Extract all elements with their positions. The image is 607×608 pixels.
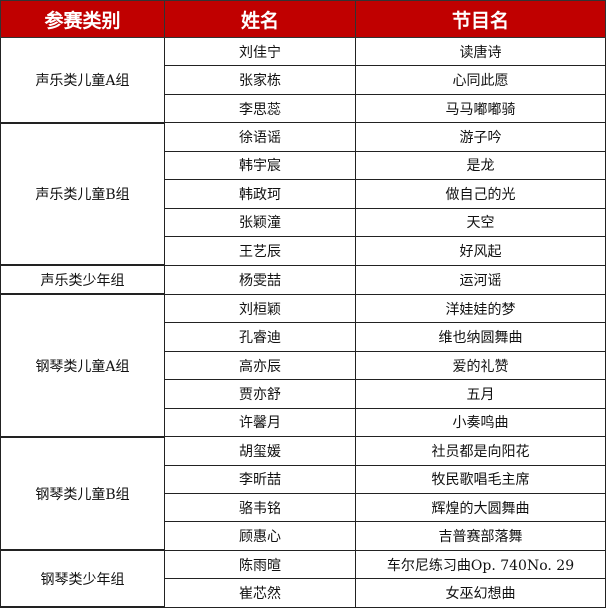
name-cell: 王艺辰 [164, 236, 356, 266]
table-row: 张颖潼 天空 [1, 207, 606, 238]
program-cell: 心同此愿 [355, 65, 606, 95]
name-cell: 张颖潼 [164, 207, 356, 238]
table-row: 声乐类儿童B组 徐语谣 游子吟 [0, 122, 606, 267]
program-cell: 读唐诗 [355, 36, 606, 67]
name-cell: 陈雨暄 [164, 549, 356, 580]
table-row: 声乐类少年组 杨雯喆 运河谣 [0, 264, 606, 296]
name-cell: 许馨月 [164, 407, 356, 438]
table-row: 顾惠心 吉普赛部落舞 [1, 521, 606, 551]
name-cell: 顾惠心 [164, 521, 356, 551]
name-cell: 高亦辰 [164, 350, 356, 381]
program-cell: 牧民歌唱毛主席 [355, 464, 606, 495]
category-cell: 声乐类儿童B组 [0, 122, 165, 267]
table-row: 声乐类儿童A组 刘佳宁 读唐诗 [0, 36, 606, 124]
category-cell: 钢琴类少年组 [0, 549, 165, 608]
category-cell: 声乐类儿童A组 [0, 36, 165, 124]
header-row: 参赛类别 姓名 节目名 [0, 0, 606, 38]
name-cell: 张家栋 [164, 65, 356, 95]
category-cell: 钢琴类儿童A组 [0, 293, 165, 438]
program-cell: 天空 [355, 207, 606, 238]
program-cell: 是龙 [355, 150, 606, 181]
name-cell: 韩宇宸 [164, 150, 356, 181]
table-row: 高亦辰 爱的礼赞 [1, 350, 606, 381]
program-cell: 女巫幻想曲 [355, 578, 606, 608]
program-cell: 马马嘟嘟骑 [355, 93, 606, 124]
table-row: 李思蕊 马马嘟嘟骑 [1, 93, 606, 124]
name-cell: 刘桓颖 [164, 293, 356, 324]
table-row: 孔睿迪 维也纳圆舞曲 [1, 322, 606, 352]
program-cell: 吉普赛部落舞 [355, 521, 606, 551]
table-row: 骆韦铭 辉煌的大圆舞曲 [1, 492, 606, 523]
program-cell: 好风起 [355, 236, 606, 266]
table-row: 钢琴类儿童A组 刘桓颖 洋娃娃的梦 [0, 293, 606, 438]
name-cell: 崔芯然 [164, 578, 356, 608]
header-name: 姓名 [164, 0, 356, 38]
table-row: 崔芯然 女巫幻想曲 [1, 578, 606, 608]
program-cell: 做自己的光 [355, 179, 606, 209]
header-program: 节目名 [355, 0, 606, 38]
category-cell: 声乐类少年组 [0, 264, 165, 296]
name-cell: 胡玺媛 [164, 436, 356, 466]
table-row: 钢琴类少年组 陈雨暄 车尔尼练习曲Op. 740No. 29 [0, 549, 606, 608]
table-row: 韩宇宸 是龙 [1, 150, 606, 181]
name-cell: 贾亦舒 [164, 379, 356, 409]
name-cell: 李思蕊 [164, 93, 356, 124]
program-cell: 社员都是向阳花 [355, 436, 606, 466]
program-cell: 辉煌的大圆舞曲 [355, 492, 606, 523]
table-row: 王艺辰 好风起 [1, 236, 606, 266]
table-row: 韩政珂 做自己的光 [1, 179, 606, 209]
program-cell: 爱的礼赞 [355, 350, 606, 381]
name-cell: 杨雯喆 [164, 264, 356, 295]
table-row: 许馨月 小奏鸣曲 [1, 407, 606, 438]
name-cell: 李昕喆 [164, 464, 356, 495]
header-category: 参赛类别 [0, 0, 165, 38]
name-cell: 韩政珂 [164, 179, 356, 209]
program-cell: 维也纳圆舞曲 [355, 322, 606, 352]
program-cell: 洋娃娃的梦 [355, 293, 606, 324]
table-row: 钢琴类儿童B组 胡玺媛 社员都是向阳花 [0, 436, 606, 552]
name-cell: 孔睿迪 [164, 322, 356, 352]
program-cell: 游子吟 [355, 122, 606, 152]
category-cell: 钢琴类儿童B组 [0, 436, 165, 552]
table-row: 张家栋 心同此愿 [1, 65, 606, 95]
table-body: 声乐类儿童A组 刘佳宁 读唐诗 张家栋 心同此愿 李思蕊 马马嘟嘟骑 声乐类儿童B组 徐语谣 游子… [0, 36, 606, 608]
name-cell: 骆韦铭 [164, 492, 356, 523]
program-cell: 车尔尼练习曲Op. 740No. 29 [355, 549, 606, 580]
name-cell: 刘佳宁 [164, 36, 356, 67]
program-cell: 小奏鸣曲 [355, 407, 606, 438]
name-cell: 徐语谣 [164, 122, 356, 152]
program-cell: 五月 [355, 379, 606, 409]
program-cell: 运河谣 [355, 264, 606, 295]
